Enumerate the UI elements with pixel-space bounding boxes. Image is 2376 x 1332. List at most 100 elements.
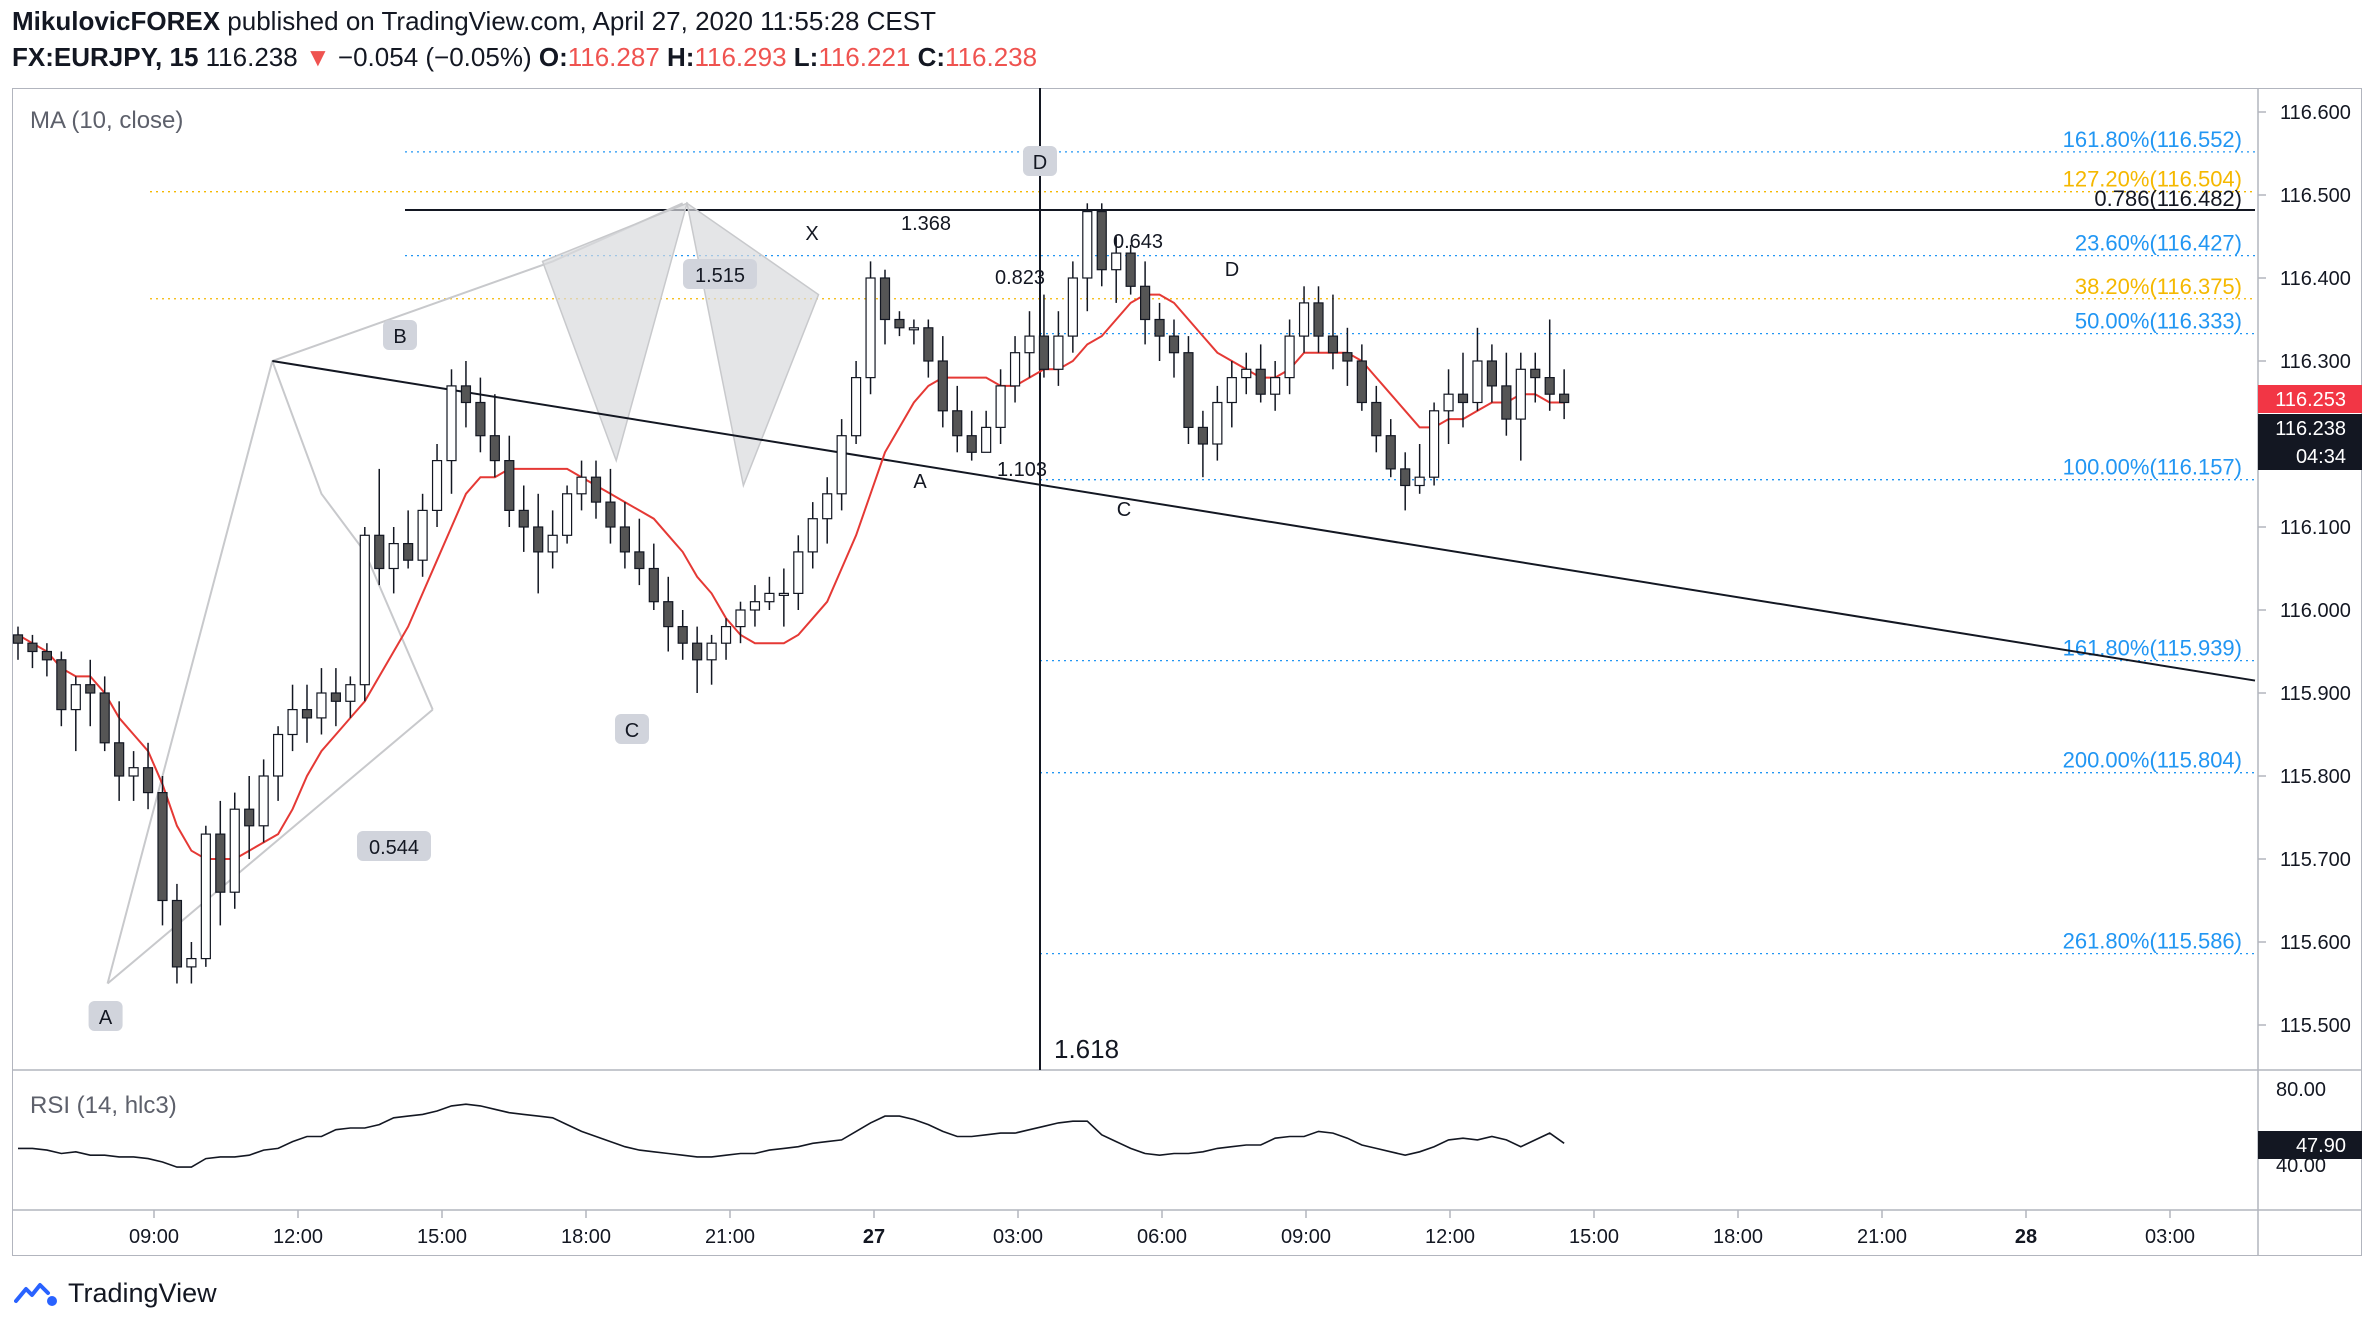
x-tick-label: 06:00 bbox=[1137, 1226, 1187, 1248]
bc-ratio: 1.103 bbox=[997, 459, 1047, 481]
candle-body bbox=[1371, 401, 1382, 437]
y-tick-label: 116.500 bbox=[2280, 185, 2351, 207]
candles bbox=[12, 203, 1570, 984]
abcd-ac-line bbox=[106, 708, 434, 985]
y-tick-label: 115.800 bbox=[2280, 766, 2351, 788]
candle-body bbox=[70, 684, 81, 711]
fib-label: 50.00%(116.333) bbox=[2075, 309, 2242, 334]
candle-body bbox=[142, 767, 154, 794]
abcd-point-d-bg bbox=[1023, 146, 1057, 176]
candle-body bbox=[648, 567, 659, 603]
candle-body bbox=[1342, 352, 1353, 362]
candle-body bbox=[692, 642, 703, 661]
candle-body bbox=[215, 833, 226, 893]
x-tick-label: 15:00 bbox=[1569, 1226, 1619, 1248]
rsi-legend[interactable]: RSI (14, hlc3) bbox=[30, 1092, 177, 1119]
candle-body bbox=[85, 684, 96, 694]
fib-label: 161.80%(116.552) bbox=[2063, 127, 2242, 152]
candle-body bbox=[56, 659, 67, 711]
candle-body bbox=[1197, 426, 1209, 445]
candle-body bbox=[706, 642, 717, 661]
candle-body bbox=[1038, 335, 1050, 370]
xabcd-point-d: D bbox=[1225, 259, 1239, 281]
rsi-line bbox=[18, 1103, 1565, 1168]
candle-body bbox=[836, 435, 847, 495]
y-tick-label: 115.600 bbox=[2280, 932, 2351, 954]
last-price-badge: 116.253 bbox=[2275, 389, 2346, 411]
candle-body bbox=[1385, 435, 1396, 470]
candle-body bbox=[1154, 318, 1165, 337]
time-axis[interactable]: 09:00 12:00 15:00 18:00 21:00 27 03:00 06:00 09:… bbox=[129, 1210, 2195, 1248]
candle-body bbox=[923, 327, 934, 362]
ma-polyline bbox=[17, 293, 1565, 860]
ma-legend[interactable]: MA (10, close) bbox=[30, 107, 183, 134]
xabcd-triangle-2 bbox=[685, 201, 820, 489]
abcd-point-a: A bbox=[99, 1007, 113, 1029]
candle-body bbox=[879, 277, 891, 321]
candle-body bbox=[677, 625, 688, 644]
candle-body bbox=[952, 410, 963, 437]
candle-body bbox=[1125, 252, 1136, 287]
candle-body bbox=[1486, 360, 1498, 387]
x-tick-label: 09:00 bbox=[129, 1226, 179, 1248]
x-tick-label: 27 bbox=[863, 1226, 885, 1248]
close-label: C: bbox=[917, 42, 946, 72]
candle-body bbox=[1356, 360, 1367, 404]
candle-body bbox=[1414, 476, 1425, 487]
candle-body bbox=[590, 476, 602, 503]
ma-line bbox=[17, 293, 1565, 860]
x-tick-label: 03:00 bbox=[993, 1226, 1043, 1248]
quote-line: FX:EURJPY, 15 116.238 ▼ −0.054 (−0.05%) … bbox=[12, 42, 1037, 73]
rsi-value-badge-bg bbox=[2258, 1131, 2362, 1159]
price-axis[interactable]: 116.600116.500116.400116.300116.200116.1… bbox=[2258, 102, 2351, 1037]
y-tick-label: 116.400 bbox=[2280, 268, 2351, 290]
ab-ratio: 0.823 bbox=[995, 267, 1045, 289]
candle-body bbox=[359, 534, 370, 686]
candle-body bbox=[27, 642, 38, 653]
candle-body bbox=[460, 385, 472, 404]
ratio-ab: 0.544 bbox=[369, 837, 419, 859]
abcd-point-b-bg bbox=[383, 320, 417, 350]
low-value: 116.221 bbox=[818, 42, 911, 72]
xabcd-point-a: A bbox=[913, 471, 927, 493]
candle-body bbox=[301, 708, 313, 719]
last-price: 116.238 bbox=[205, 42, 298, 72]
brand-name: TradingView bbox=[68, 1278, 217, 1308]
fibonacci-levels[interactable]: 161.80%(116.552) 127.20%(116.504) 23.60%(1… bbox=[150, 127, 2255, 955]
candle-body bbox=[793, 551, 804, 595]
candle-body bbox=[576, 476, 587, 495]
symbol-label[interactable]: FX:EURJPY, 15 bbox=[12, 42, 199, 72]
countdown-badge: 04:34 bbox=[2296, 446, 2346, 468]
candle-body bbox=[605, 501, 616, 528]
candle-body bbox=[1544, 377, 1555, 395]
candle-body bbox=[995, 385, 1006, 428]
candle-body bbox=[1241, 368, 1252, 379]
candle-body bbox=[822, 493, 833, 520]
candle-body bbox=[1067, 277, 1078, 337]
candle-body bbox=[1212, 401, 1223, 445]
author-name[interactable]: MikulovicFOREX bbox=[12, 6, 221, 36]
candle-body bbox=[908, 327, 920, 331]
candle-body bbox=[663, 601, 674, 628]
candle-body bbox=[1111, 252, 1122, 271]
footer-brand[interactable]: TradingView bbox=[14, 1278, 217, 1309]
trend-line bbox=[272, 360, 2256, 682]
ratio-bc: 1.515 bbox=[695, 265, 745, 287]
candle-body bbox=[200, 833, 211, 960]
candle-body bbox=[619, 526, 631, 553]
harmonic-patterns[interactable]: 1.618 A B C D 0.544 1.515 X A C D 1.368 0.823 1.103 0.… bbox=[88, 88, 2256, 1070]
candle-body bbox=[1400, 468, 1411, 487]
candle-body bbox=[12, 634, 24, 644]
candle-body bbox=[1284, 335, 1295, 379]
price-change: −0.054 (−0.05%) bbox=[337, 42, 532, 72]
candle-body bbox=[273, 733, 284, 777]
candle-body bbox=[1327, 335, 1339, 354]
candle-body bbox=[1024, 335, 1035, 354]
xabcd-point-x: X bbox=[805, 223, 818, 245]
candle-body bbox=[966, 435, 977, 453]
y-tick-label: 116.100 bbox=[2280, 517, 2351, 539]
level-0786-label: 0.786(116.482) bbox=[2094, 186, 2242, 211]
candle-body bbox=[518, 509, 529, 528]
open-value: 116.287 bbox=[567, 42, 660, 72]
